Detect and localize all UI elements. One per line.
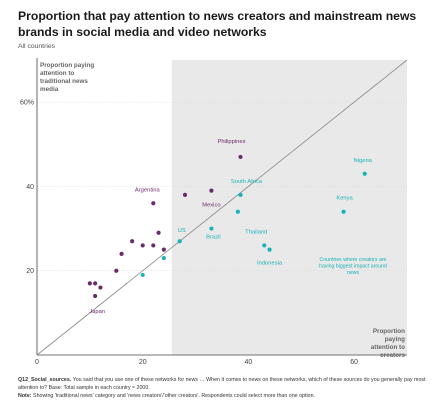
x-axis-label: Proportion paying attention to creators	[371, 328, 406, 359]
x-tick-label: 0	[35, 359, 39, 366]
y-tick-label: 60%	[20, 100, 34, 107]
point-label: Argentina	[135, 187, 161, 193]
data-point	[119, 251, 124, 256]
point-label: US	[178, 228, 186, 234]
data-point	[267, 247, 272, 252]
point-label: Philippines	[217, 139, 245, 145]
data-point	[238, 192, 243, 197]
data-point	[262, 243, 267, 248]
data-point	[235, 209, 240, 214]
data-point	[209, 226, 214, 231]
point-label: Mexico	[202, 203, 220, 209]
data-point	[93, 293, 98, 299]
chart-subtitle: All countries	[18, 43, 56, 50]
point-label: South Africa	[231, 179, 263, 185]
point-label: Indonesia	[257, 261, 283, 267]
question-text: You said that you use one of these netwo…	[18, 377, 426, 391]
chart-footer: Q12_Social_sources. You said that you us…	[18, 376, 438, 400]
y-axis-label: Proportion paying attention to traditional…	[40, 62, 94, 93]
data-point	[156, 230, 161, 235]
region-annotation: Countries where creators are having bigge…	[319, 257, 387, 276]
point-label: Thailand	[245, 229, 267, 235]
x-tick-label: 40	[245, 359, 253, 366]
data-point	[161, 255, 166, 261]
data-point	[114, 268, 119, 273]
point-label: Brazil	[206, 235, 221, 241]
x-tick-label: 60	[350, 359, 358, 366]
point-label: Japan	[89, 309, 105, 315]
data-point	[87, 281, 92, 286]
data-point	[177, 239, 182, 244]
note-text: Showing 'traditional news' category and …	[33, 393, 315, 399]
point-label: Kenya	[336, 196, 353, 202]
note-label: Note:	[18, 393, 32, 399]
point-label: Nigeria	[354, 158, 373, 164]
y-tick-label: 40	[26, 184, 34, 191]
data-point	[151, 243, 156, 248]
creator-impact-region	[171, 60, 407, 355]
parity-line	[36, 59, 408, 356]
question-label: Q12_Social_sources.	[18, 377, 72, 383]
data-point	[151, 201, 156, 206]
data-point	[209, 188, 214, 193]
data-point	[341, 209, 346, 214]
data-point	[140, 272, 145, 278]
data-point	[182, 192, 188, 197]
data-point	[93, 281, 98, 286]
y-tick-label: 20	[26, 268, 34, 275]
data-point	[362, 171, 367, 176]
data-point	[130, 239, 135, 244]
data-point	[140, 243, 145, 248]
chart-title: Proportion that pay attention to news cr…	[18, 9, 417, 39]
data-point	[98, 285, 103, 290]
x-tick-label: 20	[139, 359, 147, 366]
data-point	[161, 247, 166, 252]
data-point	[238, 154, 243, 160]
